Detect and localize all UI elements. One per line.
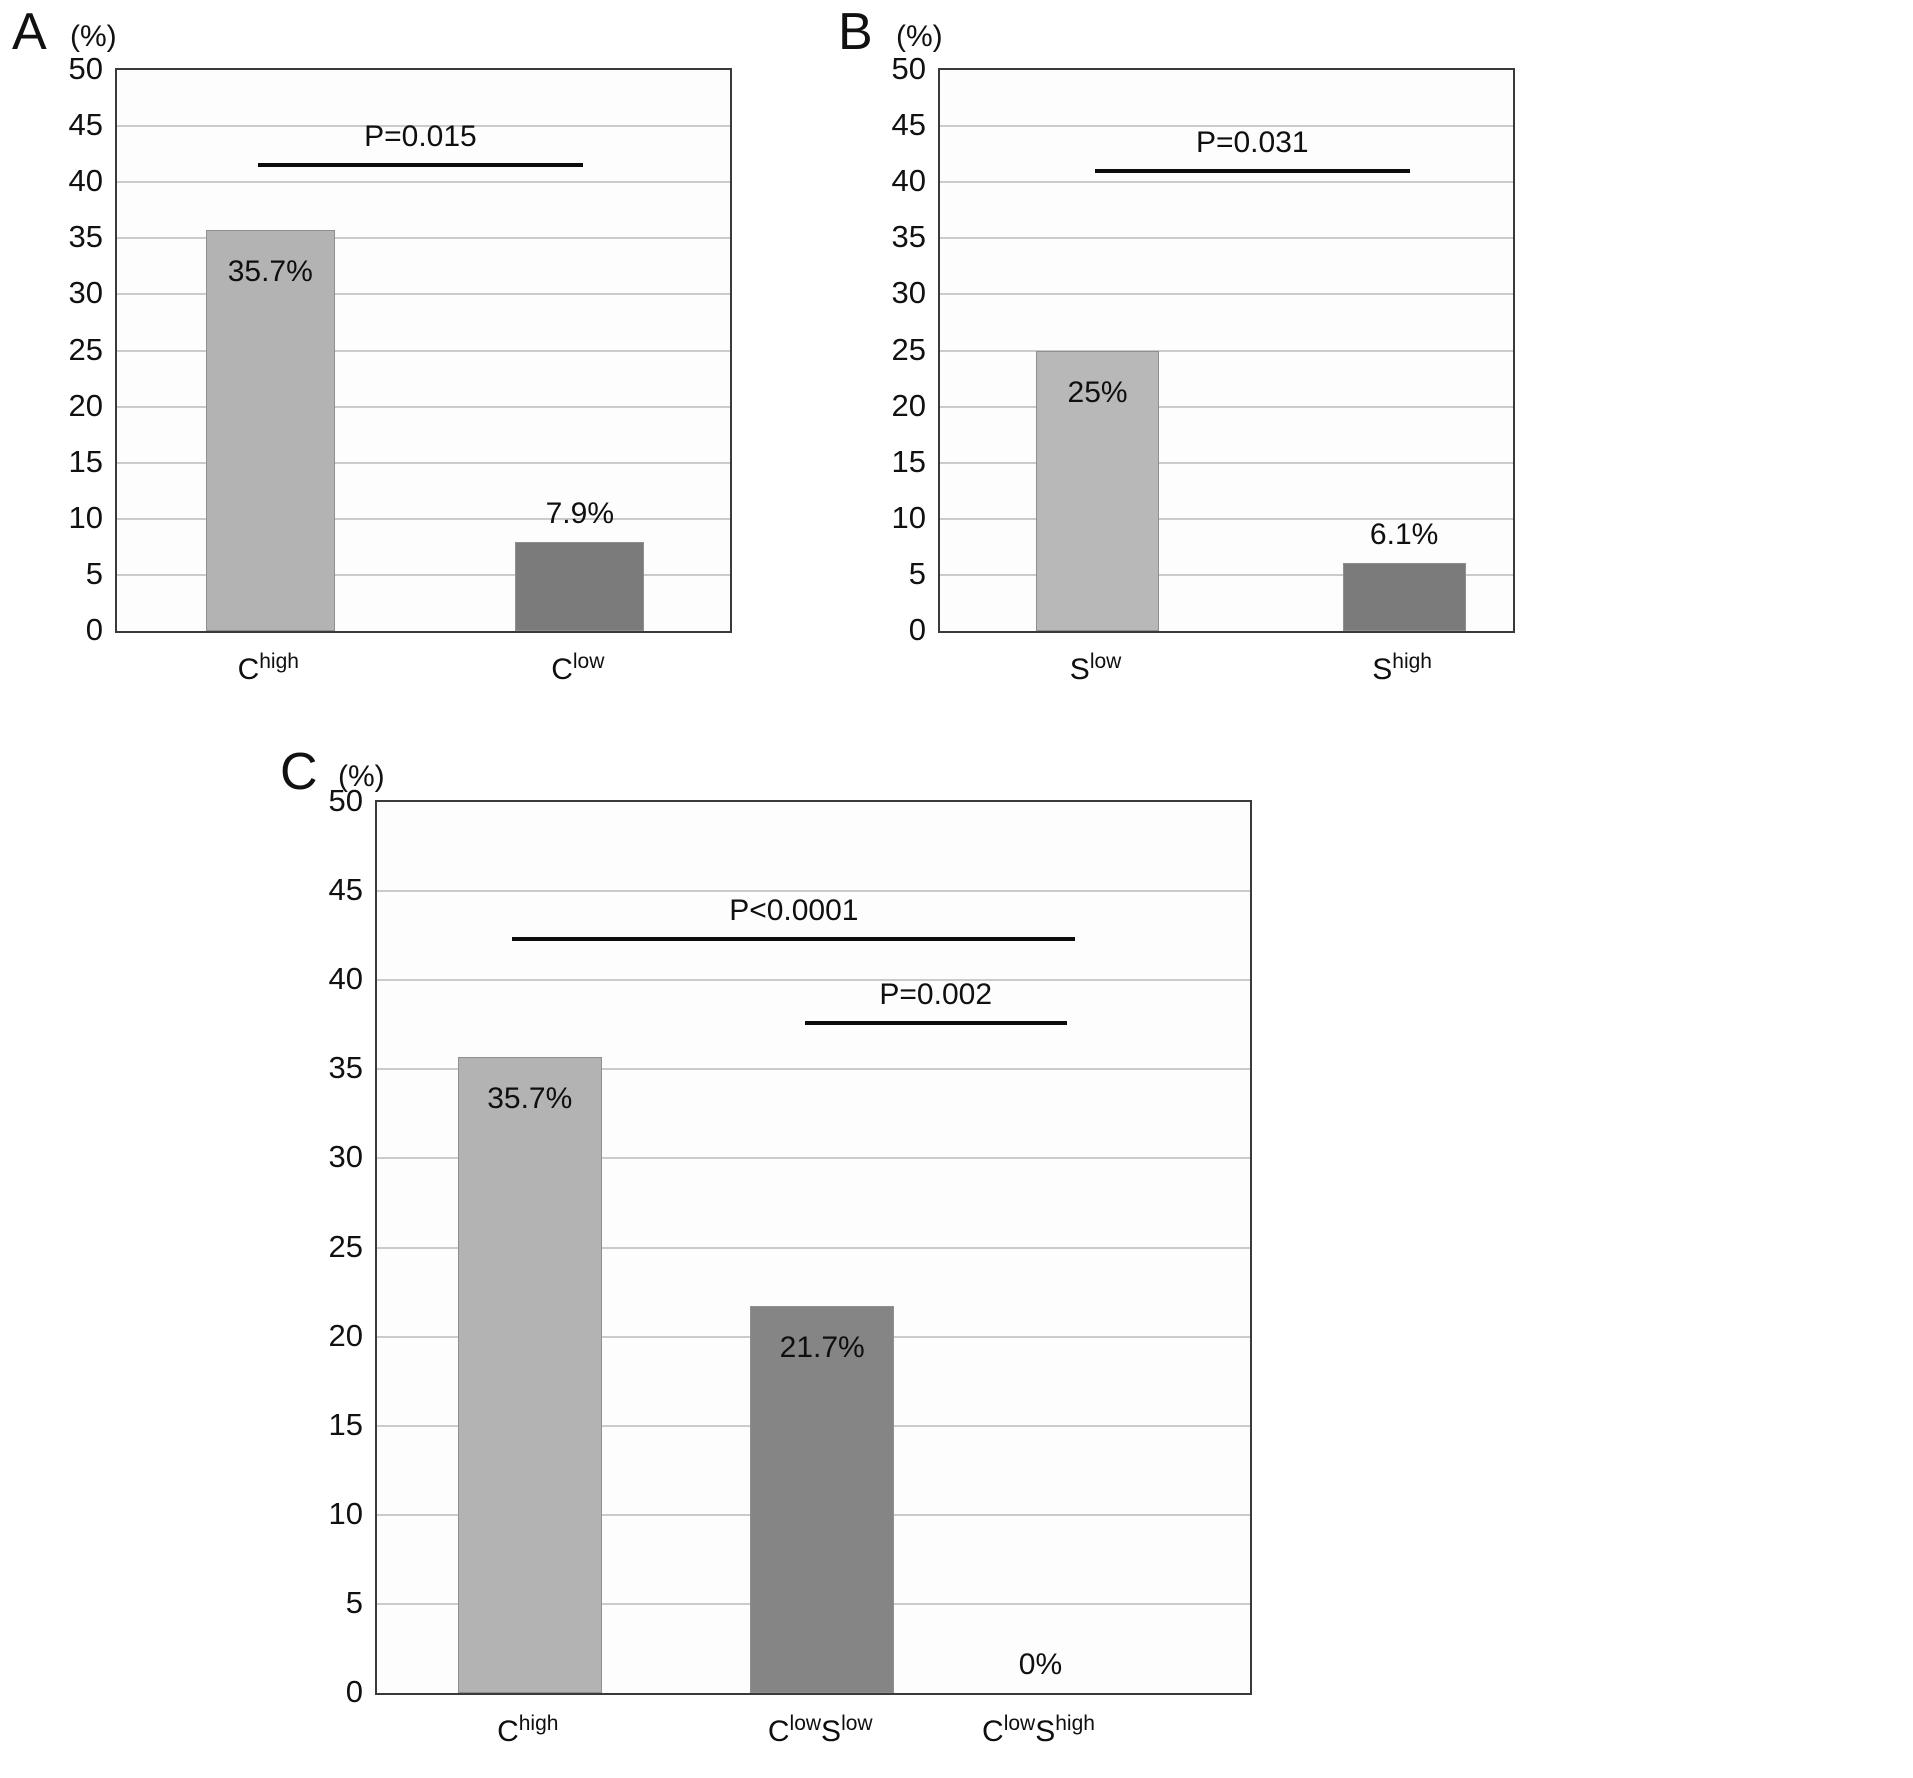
panel-c-plot-area: 35.7% 21.7% 0% P<0.0001 P=0.002 bbox=[375, 800, 1252, 1695]
gridline-15 bbox=[117, 461, 730, 464]
y-axis-tick-label-50: 50 bbox=[68, 51, 103, 86]
y-axis-tick-label-45: 45 bbox=[328, 872, 363, 908]
gridline-20 bbox=[940, 405, 1513, 408]
y-axis-tick-label-10: 10 bbox=[328, 1495, 363, 1531]
y-axis-tick-label-15: 15 bbox=[68, 443, 103, 479]
significance-p-value-0: P=0.031 bbox=[1195, 125, 1309, 159]
panel-b-plot-area: 25% 6.1% P=0.031 bbox=[938, 68, 1515, 633]
gridline-40 bbox=[940, 181, 1513, 184]
bar-s-high bbox=[1342, 562, 1466, 631]
gridline-45 bbox=[117, 125, 730, 128]
y-axis-tick-label-35: 35 bbox=[891, 219, 926, 255]
y-axis-tick-label-5: 5 bbox=[345, 1584, 363, 1620]
gridline-35 bbox=[940, 237, 1513, 240]
panel-c: C (%) 35.7% 21.7% 0% P<0.0001 P=0.002 0 5 10 15… bbox=[280, 744, 1310, 1772]
y-axis-tick-label-15: 15 bbox=[891, 443, 926, 479]
significance-line-0 bbox=[512, 937, 1076, 942]
significance-line-0 bbox=[1094, 168, 1410, 173]
y-axis-tick-label-30: 30 bbox=[68, 275, 103, 311]
panel-c-letter: C bbox=[280, 743, 318, 801]
bar-value-label-c-low-s-low: 21.7% bbox=[779, 1331, 865, 1365]
gridline-40 bbox=[377, 979, 1250, 982]
y-axis-tick-label-45: 45 bbox=[891, 107, 926, 143]
y-axis-tick-label-40: 40 bbox=[891, 163, 926, 199]
significance-p-value-0: P=0.015 bbox=[364, 120, 477, 154]
panel-a-plot-area: 35.7% 7.9% P=0.015 bbox=[115, 68, 732, 633]
gridline-25 bbox=[377, 1246, 1250, 1249]
x-axis-category-label-s-high: Shigh bbox=[1372, 650, 1432, 686]
y-axis-tick-label-35: 35 bbox=[328, 1050, 363, 1086]
bar-c-low bbox=[515, 542, 645, 631]
gridline-30 bbox=[377, 1157, 1250, 1160]
y-axis-tick-label-20: 20 bbox=[891, 387, 926, 423]
bar-value-label-c-low-s-high: 0% bbox=[1018, 1648, 1063, 1681]
y-axis-tick-label-25: 25 bbox=[68, 331, 103, 367]
y-axis-tick-label-45: 45 bbox=[68, 107, 103, 143]
panel-a-letter: A bbox=[12, 3, 47, 61]
gridline-35 bbox=[117, 237, 730, 240]
gridline-25 bbox=[117, 349, 730, 352]
bar-value-label-c-high: 35.7% bbox=[227, 255, 313, 289]
gridline-15 bbox=[940, 461, 1513, 464]
y-axis-tick-label-5: 5 bbox=[85, 555, 103, 591]
y-axis-tick-label-40: 40 bbox=[328, 961, 363, 997]
gridline-45 bbox=[940, 125, 1513, 128]
bar-c-low-s-low bbox=[750, 1306, 895, 1693]
x-axis-category-label-c-high: Chigh bbox=[237, 650, 299, 686]
bar-value-label-s-high: 6.1% bbox=[1369, 517, 1439, 551]
y-axis-tick-label-25: 25 bbox=[891, 331, 926, 367]
y-axis-tick-label-20: 20 bbox=[68, 387, 103, 423]
panel-b: B (%) 25% 6.1% P=0.031 0 5 10 15 20 25 30 35 40 45 5… bbox=[838, 4, 1598, 737]
gridline-25 bbox=[940, 349, 1513, 352]
significance-line-1 bbox=[804, 1020, 1067, 1025]
gridline-5 bbox=[940, 573, 1513, 576]
y-axis-tick-label-50: 50 bbox=[328, 783, 363, 818]
panel-a-y-axis-unit-label: (%) bbox=[70, 20, 117, 53]
significance-p-value-0: P<0.0001 bbox=[729, 894, 859, 928]
y-axis-tick-label-0: 0 bbox=[345, 1674, 363, 1709]
y-axis-tick-label-20: 20 bbox=[328, 1317, 363, 1353]
gridline-10 bbox=[940, 517, 1513, 520]
gridline-45 bbox=[377, 890, 1250, 893]
gridline-20 bbox=[117, 405, 730, 408]
panel-a: A (%) 35.7% 7.9% P=0.015 0 5 10 15 20 25 30 35 40 4… bbox=[12, 4, 802, 737]
y-axis-tick-label-0: 0 bbox=[908, 612, 926, 647]
bar-c-high bbox=[205, 230, 335, 631]
x-axis-category-label-c-low: Clow bbox=[551, 650, 605, 686]
y-axis-tick-label-0: 0 bbox=[85, 612, 103, 647]
y-axis-tick-label-35: 35 bbox=[68, 219, 103, 255]
gridline-30 bbox=[940, 293, 1513, 296]
gridline-40 bbox=[117, 181, 730, 184]
bar-value-label-c-high: 35.7% bbox=[487, 1081, 573, 1115]
x-axis-category-label-c-low-s-low: ClowSlow bbox=[767, 1712, 873, 1748]
panel-b-y-axis-unit-label: (%) bbox=[896, 20, 943, 53]
y-axis-tick-label-25: 25 bbox=[328, 1228, 363, 1264]
x-axis-category-label-c-low-s-high: ClowShigh bbox=[982, 1712, 1095, 1748]
bar-value-label-c-low: 7.9% bbox=[545, 497, 614, 531]
x-axis-category-label-s-low: Slow bbox=[1069, 650, 1122, 686]
x-axis-category-label-c-high: Chigh bbox=[497, 1712, 559, 1748]
y-axis-tick-label-15: 15 bbox=[328, 1406, 363, 1442]
significance-p-value-1: P=0.002 bbox=[879, 977, 993, 1011]
gridline-35 bbox=[377, 1068, 1250, 1071]
y-axis-tick-label-40: 40 bbox=[68, 163, 103, 199]
significance-line-0 bbox=[257, 163, 583, 168]
y-axis-tick-label-5: 5 bbox=[908, 555, 926, 591]
y-axis-tick-label-50: 50 bbox=[891, 51, 926, 86]
y-axis-tick-label-30: 30 bbox=[891, 275, 926, 311]
y-axis-tick-label-10: 10 bbox=[68, 499, 103, 535]
bar-s-low bbox=[1035, 350, 1160, 631]
y-axis-tick-label-10: 10 bbox=[891, 499, 926, 535]
bar-c-high bbox=[457, 1056, 602, 1693]
panel-c-y-axis-unit-label: (%) bbox=[338, 760, 385, 793]
gridline-10 bbox=[117, 517, 730, 520]
y-axis-tick-label-30: 30 bbox=[328, 1139, 363, 1175]
panel-b-letter: B bbox=[838, 3, 873, 61]
gridline-5 bbox=[117, 573, 730, 576]
gridline-30 bbox=[117, 293, 730, 296]
bar-value-label-s-low: 25% bbox=[1067, 375, 1128, 409]
